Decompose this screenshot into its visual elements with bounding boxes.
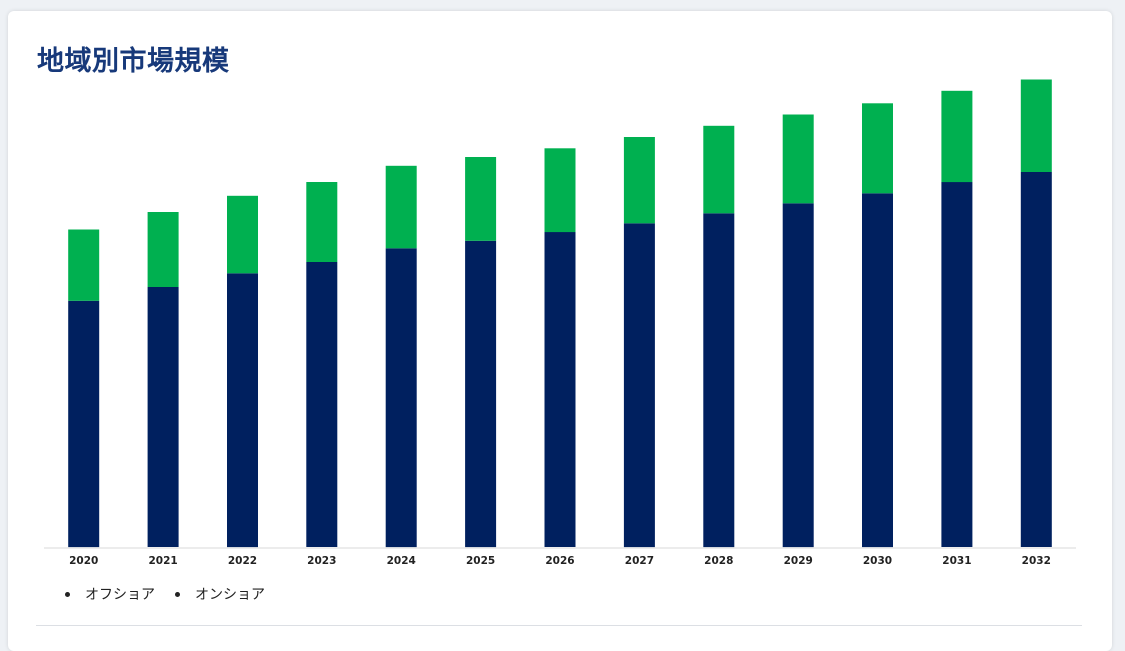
bar-offshore-2025[interactable] <box>465 240 497 548</box>
x-tick-label-2020: 2020 <box>69 555 98 567</box>
x-tick-label-2029: 2029 <box>784 555 813 567</box>
bar-offshore-2029[interactable] <box>782 203 814 548</box>
x-tick-label-2032: 2032 <box>1022 555 1051 567</box>
bar-offshore-2023[interactable] <box>306 262 338 547</box>
x-tick-label-2025: 2025 <box>466 555 495 567</box>
x-tick-label-2027: 2027 <box>625 555 654 567</box>
page-title: 地域別市場規模 <box>37 46 230 77</box>
bar-onshore-2022[interactable] <box>227 195 258 274</box>
stacked-bar-chart: 2020 2021 2022 2023 2024 2025 2026 2027 2028 2029… <box>44 79 1076 567</box>
x-tick-label-2021: 2021 <box>148 555 177 567</box>
bottom-divider <box>36 625 1082 626</box>
bar-onshore-2032[interactable] <box>1020 79 1052 173</box>
bar-offshore-2030[interactable] <box>862 193 893 548</box>
bar-offshore-2024[interactable] <box>385 248 417 548</box>
bar-offshore-2020[interactable] <box>68 300 100 548</box>
bar-offshore-2026[interactable] <box>544 232 576 547</box>
x-tick-label-2031: 2031 <box>942 555 971 567</box>
bar-onshore-2031[interactable] <box>941 90 973 183</box>
bar-offshore-2027[interactable] <box>623 223 655 548</box>
bar-onshore-2024[interactable] <box>385 165 417 249</box>
bar-onshore-2030[interactable] <box>862 103 893 194</box>
bar-offshore-2021[interactable] <box>147 287 179 547</box>
bar-offshore-2031[interactable] <box>941 182 973 547</box>
bar-onshore-2027[interactable] <box>623 137 655 224</box>
x-tick-label-2026: 2026 <box>545 555 574 567</box>
bar-onshore-2021[interactable] <box>147 212 179 287</box>
x-tick-label-2022: 2022 <box>228 555 257 567</box>
bars-group <box>68 79 1052 548</box>
legend-label-onshore: オンショア <box>195 587 265 603</box>
x-tick-label-2024: 2024 <box>387 555 416 567</box>
bar-onshore-2020[interactable] <box>68 229 100 301</box>
bar-onshore-2026[interactable] <box>544 148 576 233</box>
bar-onshore-2023[interactable] <box>306 182 338 262</box>
bar-onshore-2028[interactable] <box>703 125 735 214</box>
bar-offshore-2032[interactable] <box>1020 172 1052 547</box>
legend-bullet-icon <box>65 591 70 597</box>
legend-bullet-icon <box>175 591 180 597</box>
legend-item-offshore[interactable]: オフショア <box>65 584 155 604</box>
x-axis-ticks: 2020 2021 2022 2023 2024 2025 2026 2027 2028 2029… <box>69 555 1051 567</box>
bar-onshore-2029[interactable] <box>782 114 814 204</box>
legend-label-offshore: オフショア <box>85 587 155 603</box>
x-tick-label-2028: 2028 <box>704 555 733 567</box>
legend-item-onshore[interactable]: オンショア <box>175 584 265 604</box>
x-tick-label-2023: 2023 <box>307 555 336 567</box>
bar-offshore-2028[interactable] <box>703 213 735 548</box>
legend: オフショア オンショア <box>65 584 265 604</box>
bar-offshore-2022[interactable] <box>227 273 258 548</box>
chart-card: 地域別市場規模 2020 2021 2022 2023 2024 2025 2026 2027… <box>8 11 1112 651</box>
x-tick-label-2030: 2030 <box>863 555 892 567</box>
bar-onshore-2025[interactable] <box>465 157 497 241</box>
